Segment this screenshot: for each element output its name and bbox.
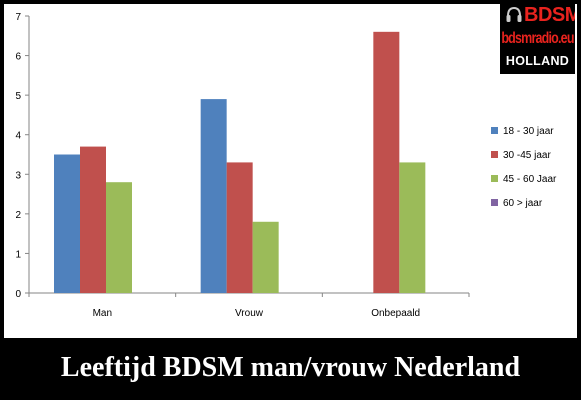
legend-swatch [491,127,498,134]
chart-area: 0 1 2 3 4 5 6 7 Man Vrouw Onbepaald 18 - 30 jaar 30 … [4,4,577,338]
logo-title: BDSM [524,4,575,26]
y-tick-label: 3 [15,170,21,181]
y-tick-label: 2 [15,210,21,221]
caption-band [0,343,581,400]
y-tick-label: 1 [15,249,21,260]
y-tick-label: 6 [15,52,21,63]
bar-3 [252,221,279,293]
legend-label: 30 -45 jaar [503,150,551,161]
logo-top-row: BDSM [500,3,575,27]
bar-2 [226,162,253,293]
y-tick-label: 5 [15,91,21,102]
y-tick-label: 4 [15,131,21,142]
bar-3 [106,182,132,293]
page-caption: Leeftijd BDSM man/vrouw Nederland [60,352,521,383]
logo-site: bdsmradio.eu [501,29,574,47]
y-tick-label: 0 [15,289,21,300]
bar-2 [373,31,400,293]
bar-1 [54,154,80,293]
legend-label: 18 - 30 jaar [503,126,554,137]
x-category-label: Vrouw [235,308,264,319]
bar-3 [399,162,426,293]
legend-swatch [491,199,498,206]
legend-swatch [491,175,498,182]
x-category-label: Man [93,308,112,319]
legend-swatch [491,151,498,158]
legend-label: 45 - 60 Jaar [503,174,557,185]
x-category-label: Onbepaald [371,308,420,319]
bar-chart: 0 1 2 3 4 5 6 7 Man Vrouw Onbepaald 18 - 30 jaar 30 … [15,12,557,319]
headphones-icon [506,6,522,22]
bar-2 [80,146,106,293]
logo-country: HOLLAND [505,54,570,68]
y-tick-label: 7 [15,12,21,23]
bdsmradio-logo: BDSM bdsmradio.eu HOLLAND [500,2,575,74]
legend-label: 60 > jaar [503,198,543,209]
bar-1 [200,99,227,293]
